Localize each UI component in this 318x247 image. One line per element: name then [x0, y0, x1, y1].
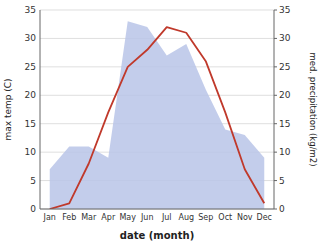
- y-axis-line: [40, 10, 41, 209]
- temperature-line: [50, 27, 265, 209]
- y2-tick-label: 20: [279, 90, 291, 100]
- y2-tick: [274, 209, 277, 210]
- x-tick-label: Aug: [178, 213, 194, 222]
- x-tick-label: Sep: [198, 213, 213, 222]
- chart: 0 5 10 15 20 25 30 35 0 5 10 15 20 25 30 35 Jan Feb Mar Apr…: [0, 0, 318, 247]
- y2-tick-label: 0: [279, 204, 285, 214]
- y2-tick: [274, 38, 277, 39]
- x-tick-label: Jun: [140, 213, 154, 222]
- y-tick-label: 15: [25, 119, 36, 129]
- y2-tick: [274, 123, 277, 124]
- y2-tick: [274, 95, 277, 96]
- x-tick-label: Feb: [62, 213, 76, 222]
- plot-area: [50, 21, 265, 209]
- y-tick-label: 25: [25, 62, 36, 72]
- y2-tick-label: 30: [279, 33, 291, 43]
- y2-tick: [274, 180, 277, 181]
- x-axis-label: date (month): [120, 230, 194, 241]
- precipitation-area: [50, 21, 265, 209]
- y2-axis-line: [274, 10, 275, 209]
- y-tick-label: 5: [30, 176, 36, 186]
- y-tick-label: 35: [25, 5, 36, 15]
- y2-tick: [274, 10, 277, 11]
- x-tick-label: Jan: [43, 213, 56, 222]
- x-tick-label: Jul: [161, 213, 172, 222]
- y-tick-label: 10: [25, 147, 37, 157]
- x-tick-label: Nov: [237, 213, 253, 222]
- y-tick-label: 30: [25, 33, 37, 43]
- y2-tick-label: 15: [279, 119, 290, 129]
- y-axis-label: max temp (C): [3, 78, 13, 140]
- y2-tick-label: 10: [279, 147, 291, 157]
- grid-line: [40, 209, 274, 210]
- y-tick-label: 20: [25, 90, 37, 100]
- y2-axis-label: med. precipitation (kg/m2): [308, 52, 318, 166]
- x-tick-label: Oct: [218, 213, 232, 222]
- grid: [40, 10, 274, 209]
- axes: [40, 10, 274, 209]
- grid-line: [40, 10, 274, 11]
- y2-tick-label: 25: [279, 62, 290, 72]
- x-tick-label: Mar: [81, 213, 97, 222]
- y2-tick: [274, 66, 277, 67]
- x-tick-label: Apr: [101, 213, 116, 222]
- x-axis-line: [40, 209, 274, 210]
- x-tick-label: May: [119, 213, 136, 222]
- x-tick-label: Dec: [257, 213, 272, 222]
- y2-tick-label: 5: [279, 176, 285, 186]
- y2-tick-label: 35: [279, 5, 290, 15]
- y-tick-label: 0: [30, 204, 36, 214]
- y2-tick: [274, 152, 277, 153]
